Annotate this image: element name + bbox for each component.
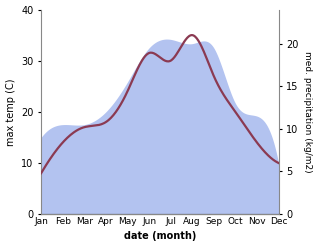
Y-axis label: med. precipitation (kg/m2): med. precipitation (kg/m2): [303, 51, 313, 173]
Y-axis label: max temp (C): max temp (C): [5, 78, 16, 145]
X-axis label: date (month): date (month): [124, 231, 196, 242]
